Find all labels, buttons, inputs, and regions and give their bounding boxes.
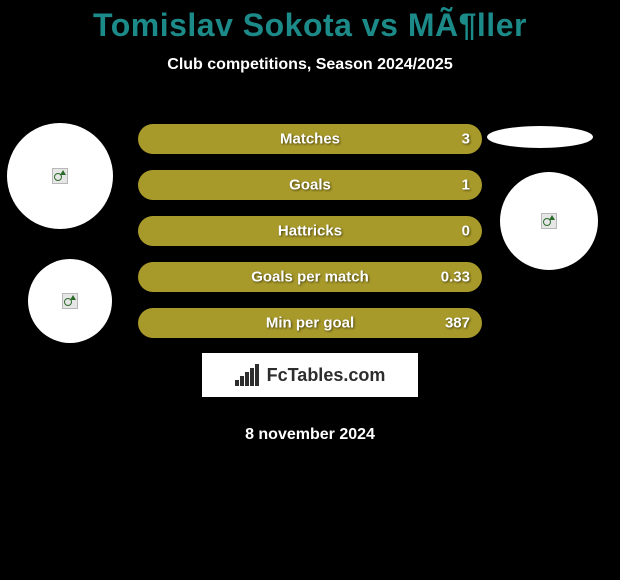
brand-badge: FcTables.com [202, 353, 418, 397]
stat-bar: Hattricks0 [138, 216, 482, 246]
stat-bar-value: 3 [462, 131, 470, 148]
stat-bar: Matches3 [138, 124, 482, 154]
broken-image-icon [541, 213, 557, 229]
stat-bar: Min per goal387 [138, 308, 482, 338]
stat-bar-label: Goals [138, 177, 482, 194]
stat-bar-label: Min per goal [138, 315, 482, 332]
broken-image-icon [52, 168, 68, 184]
brand-text: FcTables.com [267, 365, 386, 386]
footer-date: 8 november 2024 [0, 426, 620, 444]
page-title: Tomislav Sokota vs MÃ¶ller [0, 0, 620, 44]
team-right-logo [500, 172, 598, 270]
player-right-avatar-oval [487, 126, 593, 148]
broken-image-icon [62, 293, 78, 309]
page-subtitle: Club competitions, Season 2024/2025 [0, 56, 620, 74]
stat-bar-value: 1 [462, 177, 470, 194]
stat-bar-value: 0 [462, 223, 470, 240]
stats-bars: Matches3Goals1Hattricks0Goals per match0… [138, 124, 482, 354]
stat-bar-label: Goals per match [138, 269, 482, 286]
stat-bar: Goals1 [138, 170, 482, 200]
stat-bar: Goals per match0.33 [138, 262, 482, 292]
team-left-logo [28, 259, 112, 343]
stat-bar-value: 387 [445, 315, 470, 332]
stat-bar-label: Hattricks [138, 223, 482, 240]
stat-bar-label: Matches [138, 131, 482, 148]
player-left-avatar [7, 123, 113, 229]
brand-bars-icon [235, 364, 261, 386]
stat-bar-value: 0.33 [441, 269, 470, 286]
